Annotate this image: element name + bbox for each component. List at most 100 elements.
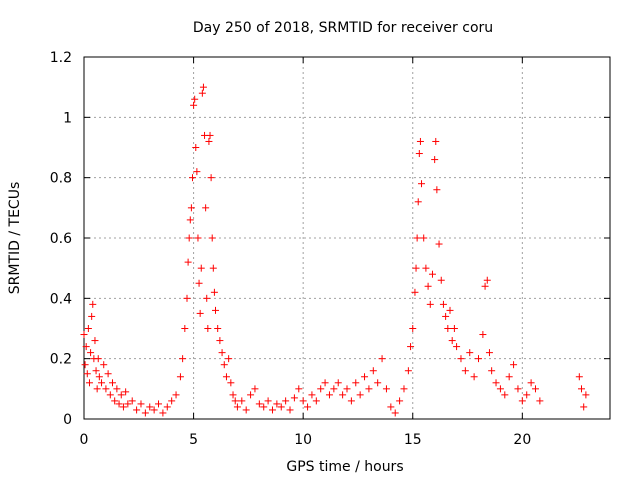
data-point	[218, 349, 226, 357]
data-point	[188, 174, 196, 182]
data-point	[330, 385, 338, 393]
data-point	[286, 406, 294, 414]
data-point	[518, 397, 526, 405]
data-point	[190, 101, 198, 109]
data-point	[437, 276, 445, 284]
data-points	[80, 83, 590, 417]
data-point	[387, 403, 395, 411]
data-point	[251, 385, 259, 393]
data-point	[361, 373, 369, 381]
data-point	[124, 400, 132, 408]
data-point	[225, 355, 233, 363]
data-point	[137, 400, 145, 408]
data-point	[352, 379, 360, 387]
data-point	[453, 343, 461, 351]
data-point	[431, 156, 439, 164]
data-point	[195, 279, 203, 287]
y-tick-label: 0.6	[50, 231, 72, 247]
data-point	[89, 300, 97, 308]
data-point	[88, 312, 96, 320]
data-point	[334, 379, 342, 387]
data-point	[119, 403, 127, 411]
data-point	[457, 355, 465, 363]
data-point	[442, 312, 450, 320]
data-point	[282, 397, 290, 405]
data-point	[448, 337, 456, 345]
data-point	[411, 288, 419, 296]
data-point	[325, 391, 333, 399]
data-point	[202, 204, 210, 212]
data-point	[488, 367, 496, 375]
data-point	[378, 355, 386, 363]
data-point	[146, 403, 154, 411]
data-point	[209, 264, 217, 272]
data-point	[242, 406, 250, 414]
y-tick-label: 0.2	[50, 352, 72, 368]
data-point	[100, 361, 108, 369]
data-point	[268, 406, 276, 414]
data-point	[197, 264, 205, 272]
x-tick-label: 20	[513, 432, 531, 448]
data-point	[150, 406, 158, 414]
data-point	[168, 397, 176, 405]
data-point	[439, 300, 447, 308]
data-point	[208, 234, 216, 242]
data-point	[111, 397, 119, 405]
data-point	[432, 137, 440, 145]
data-point	[481, 282, 489, 290]
data-point	[299, 397, 307, 405]
data-point	[531, 385, 539, 393]
axis-ticks: 0 5 10 15 20 0 0.2 0.4 0.6 0.8 1 1.2	[50, 50, 610, 448]
data-point	[505, 373, 513, 381]
data-point	[184, 258, 192, 266]
x-axis-label: GPS time / hours	[286, 459, 403, 475]
data-point	[420, 234, 428, 242]
data-point	[186, 216, 194, 224]
data-point	[141, 409, 149, 417]
data-point	[578, 385, 586, 393]
data-point	[339, 391, 347, 399]
data-point	[106, 391, 114, 399]
data-point	[81, 361, 89, 369]
data-point	[185, 234, 193, 242]
data-point	[400, 385, 408, 393]
data-point	[128, 397, 136, 405]
data-point	[192, 144, 200, 151]
data-point	[404, 367, 412, 375]
data-point	[382, 385, 390, 393]
y-tick-label: 1	[63, 110, 72, 126]
data-point	[214, 325, 222, 332]
data-point	[396, 397, 404, 405]
data-point	[191, 95, 199, 103]
data-point	[133, 406, 141, 414]
y-tick-label: 1.2	[50, 50, 72, 66]
data-point	[290, 394, 298, 402]
data-point	[461, 367, 469, 375]
y-axis-label: SRMTID / TECUs	[7, 182, 23, 295]
data-point	[102, 385, 110, 393]
x-tick-label: 5	[189, 432, 198, 448]
data-point	[496, 385, 504, 393]
data-point	[94, 355, 102, 363]
data-point	[84, 325, 92, 332]
data-point	[365, 385, 373, 393]
data-point	[580, 403, 588, 411]
data-point	[260, 403, 268, 411]
data-point	[122, 388, 130, 396]
data-point	[227, 379, 235, 387]
data-point	[207, 174, 215, 182]
data-point	[193, 168, 201, 176]
data-point	[343, 385, 351, 393]
data-point	[117, 391, 125, 399]
x-tick-label: 15	[404, 432, 422, 448]
data-point	[212, 306, 219, 314]
data-point	[205, 137, 213, 145]
data-point	[83, 370, 91, 378]
data-point	[247, 391, 255, 399]
data-point	[187, 204, 195, 212]
data-point	[418, 180, 426, 188]
data-point	[222, 373, 230, 381]
data-point	[183, 294, 191, 302]
data-point	[95, 373, 103, 381]
data-point	[536, 397, 544, 405]
